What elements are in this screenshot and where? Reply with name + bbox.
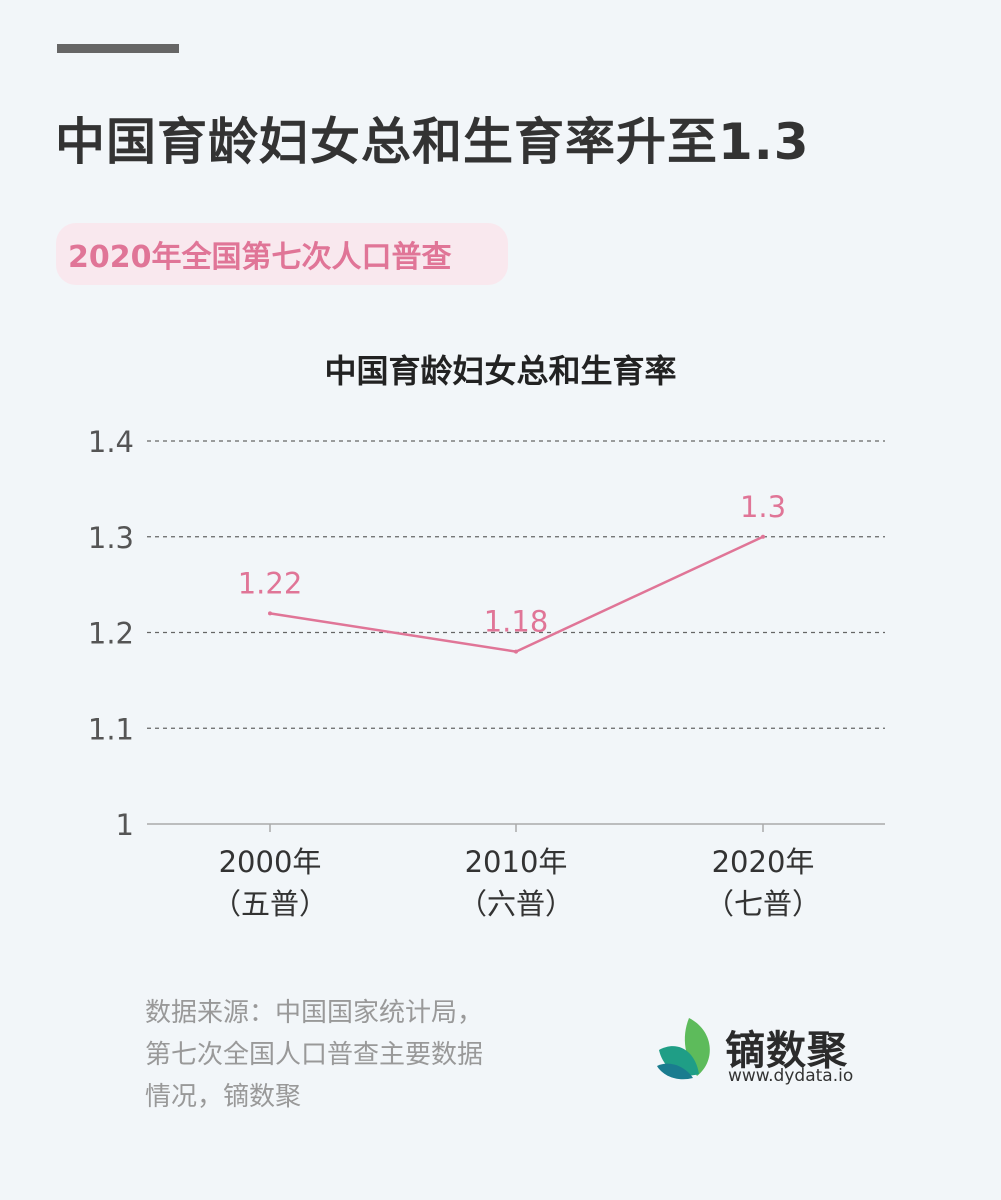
data-label: 1.18 (484, 605, 549, 639)
data-point (514, 649, 518, 654)
logo-name: 镝数聚 (725, 1028, 848, 1074)
x-tick-label: 2010年 (465, 845, 568, 879)
series-line-group (268, 534, 765, 654)
source-line: 数据来源：中国国家统计局， (145, 998, 484, 1028)
leaf-shape (659, 1046, 699, 1076)
x-tick-label: 2020年 (712, 845, 815, 879)
data-label: 1.22 (238, 566, 303, 600)
logo-url: www.dydata.io (728, 1066, 854, 1086)
page-title: 中国育龄妇女总和生育率升至1.3 (55, 113, 810, 171)
y-tick-label: 1.4 (88, 425, 134, 459)
y-tick-label: 1.3 (88, 521, 134, 555)
y-axis-ticks: 1 1.1 1.2 1.3 1.4 (88, 425, 134, 842)
data-point (761, 534, 765, 539)
subtitle-badge: 2020年全国第七次人口普查 (56, 223, 508, 285)
data-label: 1.3 (740, 490, 786, 524)
chart-title: 中国育龄妇女总和生育率 (324, 352, 677, 390)
line-chart: 1 1.1 1.2 1.3 1.4 2000年 （五普） 2010年 （六普） 2020年 （七普… (88, 425, 885, 921)
source-line: 第七次全国人口普查主要数据 (145, 1040, 484, 1070)
x-tick-label: 2000年 (219, 845, 322, 879)
brand-logo: 镝数聚 www.dydata.io (655, 1016, 885, 1086)
y-tick-label: 1.2 (88, 617, 134, 651)
subtitle-text: 2020年全国第七次人口普查 (68, 240, 452, 275)
x-tick-sublabel: （五普） (212, 887, 328, 921)
y-tick-label: 1.1 (88, 712, 134, 746)
leaf-shape (657, 1063, 693, 1080)
y-tick-label: 1 (116, 808, 134, 842)
top-accent-bar (57, 44, 179, 53)
data-point (268, 611, 272, 616)
x-tick-sublabel: （七普） (705, 887, 821, 921)
x-tick-sublabel: （六普） (458, 887, 574, 921)
leaf-logo-icon (657, 1018, 710, 1080)
x-axis-ticks: 2000年 （五普） 2010年 （六普） 2020年 （七普） (212, 824, 821, 921)
source-note: 数据来源：中国国家统计局， 第七次全国人口普查主要数据 情况，镝数聚 (145, 992, 585, 1118)
data-labels: 1.22 1.18 1.3 (238, 490, 786, 639)
source-line: 情况，镝数聚 (145, 1082, 302, 1112)
